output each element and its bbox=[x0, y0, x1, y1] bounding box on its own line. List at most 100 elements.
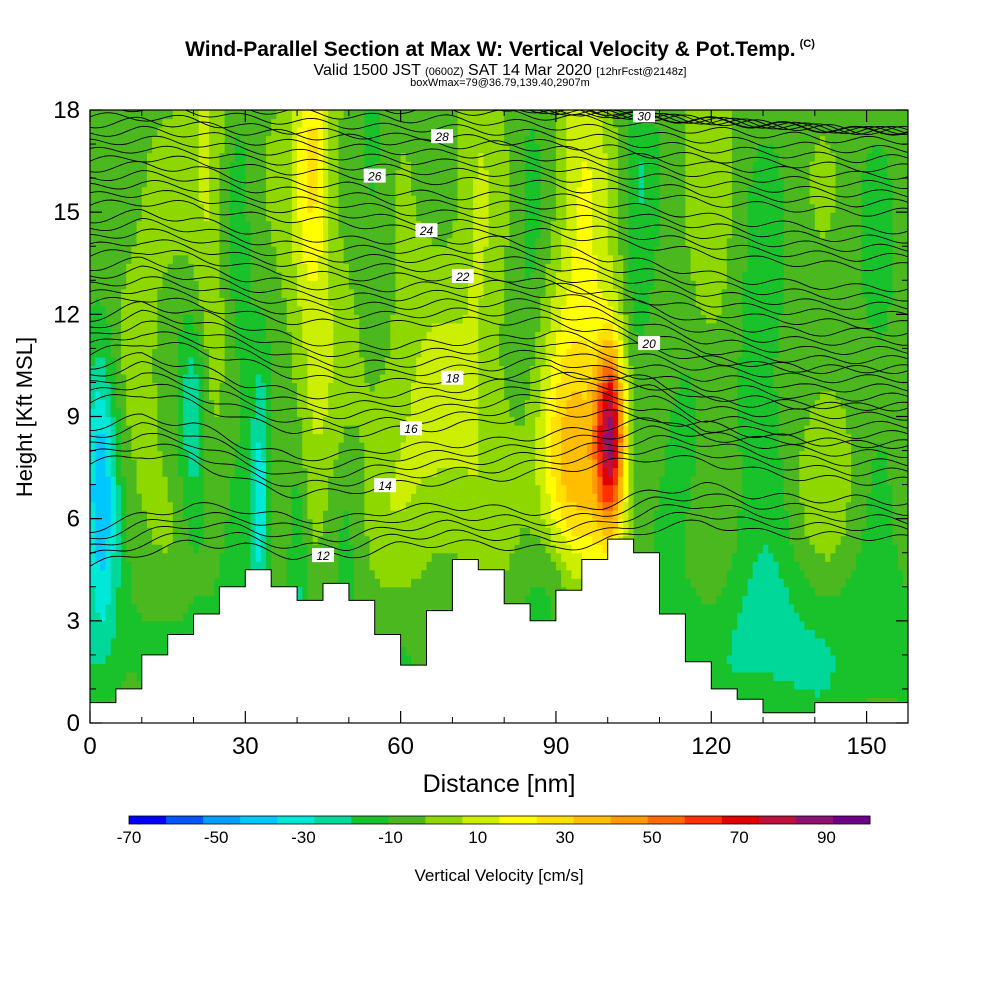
velocity-cell bbox=[271, 314, 277, 324]
velocity-cell bbox=[90, 637, 96, 647]
velocity-cell bbox=[250, 212, 257, 222]
velocity-cell bbox=[436, 161, 443, 171]
velocity-cell bbox=[271, 169, 277, 179]
velocity-cell bbox=[203, 535, 210, 545]
velocity-cell bbox=[442, 297, 448, 307]
velocity-cell bbox=[95, 561, 101, 571]
velocity-cell bbox=[266, 407, 272, 418]
velocity-cell bbox=[141, 493, 148, 503]
velocity-cell bbox=[374, 535, 381, 545]
velocity-cell bbox=[152, 390, 158, 401]
velocity-cell bbox=[234, 339, 241, 349]
velocity-cell bbox=[400, 152, 407, 162]
velocity-cell bbox=[203, 544, 210, 554]
velocity-cell bbox=[322, 297, 329, 307]
velocity-cell bbox=[364, 212, 371, 222]
velocity-cell bbox=[255, 288, 262, 298]
velocity-cell bbox=[312, 229, 319, 239]
velocity-cell bbox=[95, 382, 101, 392]
velocity-cell bbox=[338, 356, 345, 367]
velocity-cell bbox=[188, 501, 195, 511]
velocity-cell bbox=[219, 229, 226, 239]
velocity-cell bbox=[447, 595, 454, 605]
velocity-cell bbox=[126, 518, 133, 528]
velocity-cell bbox=[297, 425, 303, 435]
velocity-cell bbox=[146, 135, 153, 145]
velocity-cell bbox=[229, 322, 236, 332]
velocity-cell bbox=[390, 203, 397, 213]
velocity-cell bbox=[281, 280, 288, 290]
velocity-cell bbox=[162, 586, 169, 596]
velocity-cell bbox=[322, 331, 329, 341]
velocity-cell bbox=[229, 331, 236, 341]
velocity-cell bbox=[426, 544, 433, 554]
velocity-cell bbox=[291, 561, 298, 571]
velocity-cell bbox=[141, 314, 148, 324]
velocity-cell bbox=[385, 280, 391, 290]
velocity-cell bbox=[183, 569, 189, 579]
velocity-cell bbox=[90, 212, 96, 222]
velocity-cell bbox=[146, 493, 153, 503]
velocity-cell bbox=[198, 425, 205, 435]
velocity-cell bbox=[178, 186, 184, 196]
velocity-cell bbox=[390, 425, 397, 435]
velocity-cell bbox=[115, 484, 122, 494]
velocity-cell bbox=[250, 561, 257, 571]
velocity-cell bbox=[379, 297, 386, 307]
velocity-cell bbox=[343, 263, 350, 273]
velocity-cell bbox=[131, 578, 138, 588]
velocity-cell bbox=[219, 254, 226, 264]
velocity-cell bbox=[364, 348, 371, 358]
velocity-cell bbox=[172, 195, 179, 205]
velocity-cell bbox=[442, 390, 448, 401]
velocity-cell bbox=[167, 603, 174, 613]
velocity-cell bbox=[167, 442, 174, 452]
velocity-cell bbox=[348, 484, 355, 494]
velocity-cell bbox=[369, 586, 376, 596]
velocity-cell bbox=[126, 373, 133, 384]
velocity-cell bbox=[405, 603, 412, 613]
velocity-cell bbox=[110, 476, 117, 486]
velocity-cell bbox=[146, 425, 153, 435]
velocity-cell bbox=[167, 254, 174, 264]
velocity-cell bbox=[276, 476, 283, 486]
velocity-cell bbox=[410, 442, 417, 452]
velocity-cell bbox=[115, 382, 122, 392]
velocity-cell bbox=[416, 629, 422, 639]
velocity-cell bbox=[240, 263, 246, 273]
velocity-cell bbox=[390, 356, 397, 367]
velocity-cell bbox=[157, 195, 164, 205]
velocity-cell bbox=[126, 399, 133, 409]
velocity-cell bbox=[426, 501, 433, 511]
velocity-cell bbox=[146, 561, 153, 571]
velocity-cell bbox=[250, 390, 257, 401]
velocity-cell bbox=[328, 442, 334, 452]
velocity-cell bbox=[193, 527, 200, 537]
velocity-cell bbox=[374, 246, 381, 256]
velocity-cell bbox=[209, 144, 215, 154]
velocity-cell bbox=[281, 425, 288, 435]
velocity-cell bbox=[121, 586, 127, 596]
velocity-cell bbox=[95, 399, 101, 409]
velocity-cell bbox=[359, 399, 365, 409]
velocity-cell bbox=[214, 407, 221, 418]
velocity-cell bbox=[266, 365, 272, 375]
velocity-cell bbox=[95, 288, 101, 298]
velocity-cell bbox=[359, 135, 365, 145]
velocity-cell bbox=[426, 578, 433, 588]
velocity-cell bbox=[276, 339, 283, 349]
velocity-cell bbox=[302, 348, 309, 358]
velocity-cell bbox=[379, 501, 386, 511]
velocity-cell bbox=[359, 535, 365, 545]
velocity-cell bbox=[178, 569, 184, 579]
velocity-cell bbox=[312, 467, 319, 477]
velocity-cell bbox=[348, 493, 355, 503]
velocity-cell bbox=[178, 467, 184, 477]
velocity-cell bbox=[426, 365, 433, 375]
velocity-cell bbox=[167, 161, 174, 171]
velocity-cell bbox=[229, 314, 236, 324]
velocity-cell bbox=[234, 561, 241, 571]
velocity-cell bbox=[167, 493, 174, 503]
velocity-cell bbox=[209, 493, 215, 503]
velocity-cell bbox=[136, 220, 143, 230]
